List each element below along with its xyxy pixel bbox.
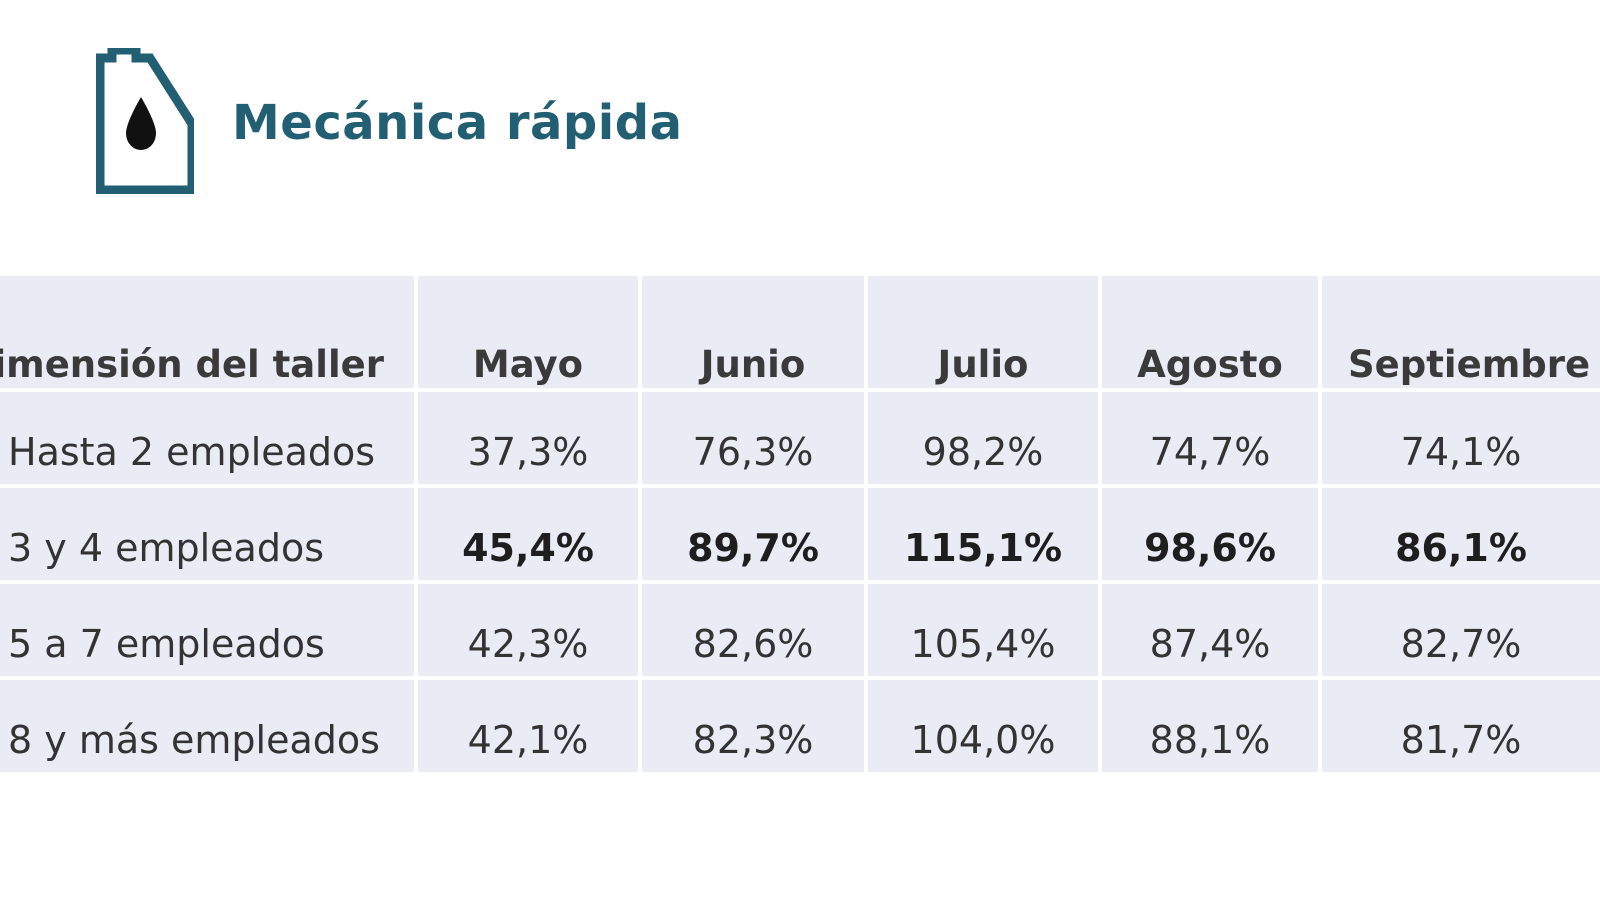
table-cell: 42,3% (418, 584, 638, 676)
row-label: Hasta 2 empleados (0, 392, 414, 484)
table-cell: 98,2% (868, 392, 1098, 484)
table-cell: 81,7% (1322, 680, 1600, 772)
row-label: 5 a 7 empleados (0, 584, 414, 676)
table-cell: 104,0% (868, 680, 1098, 772)
column-header: Agosto (1102, 276, 1318, 388)
table-cell: 87,4% (1102, 584, 1318, 676)
column-header: Dimensión del taller (0, 276, 414, 388)
table-cell: 115,1% (868, 488, 1098, 580)
table-cell: 45,4% (418, 488, 638, 580)
column-header: Julio (868, 276, 1098, 388)
table-cell: 82,6% (642, 584, 864, 676)
page-title: Mecánica rápida (232, 95, 683, 151)
table-row: 5 a 7 empleados 42,3% 82,6% 105,4% 87,4%… (0, 584, 1600, 676)
table-row: Hasta 2 empleados 37,3% 76,3% 98,2% 74,7… (0, 392, 1600, 484)
table-cell: 37,3% (418, 392, 638, 484)
table-cell: 76,3% (642, 392, 864, 484)
row-label: 3 y 4 empleados (0, 488, 414, 580)
column-header: Mayo (418, 276, 638, 388)
column-header: Junio (642, 276, 864, 388)
header: Mecánica rápida (96, 48, 682, 194)
row-label: 8 y más empleados (0, 680, 414, 772)
table-cell: 105,4% (868, 584, 1098, 676)
data-table: Dimensión del taller Mayo Junio Julio Ag… (0, 276, 1600, 774)
table-row: 3 y 4 empleados 45,4% 89,7% 115,1% 98,6%… (0, 488, 1600, 580)
column-header: Septiembre (1322, 276, 1600, 388)
table-cell: 74,1% (1322, 392, 1600, 484)
table-cell: 82,7% (1322, 584, 1600, 676)
table-cell: 88,1% (1102, 680, 1318, 772)
table-cell: 98,6% (1102, 488, 1318, 580)
table-cell: 86,1% (1322, 488, 1600, 580)
table-row: 8 y más empleados 42,1% 82,3% 104,0% 88,… (0, 680, 1600, 772)
table-cell: 82,3% (642, 680, 864, 772)
oil-container-icon (96, 48, 194, 194)
table-cell: 74,7% (1102, 392, 1318, 484)
table-cell: 42,1% (418, 680, 638, 772)
table-header-row: Dimensión del taller Mayo Junio Julio Ag… (0, 276, 1600, 388)
table-cell: 89,7% (642, 488, 864, 580)
